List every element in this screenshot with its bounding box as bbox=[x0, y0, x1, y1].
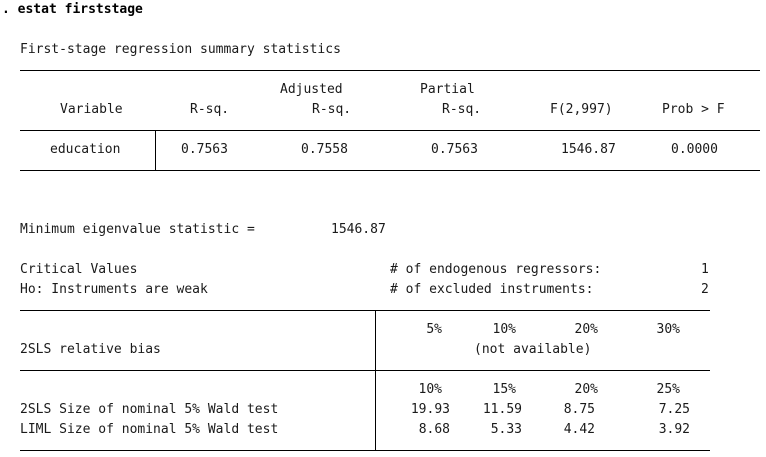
adjusted-rsq-header: R-sq. bbox=[312, 102, 352, 117]
critical-bottom-rule bbox=[20, 450, 710, 451]
size-liml-25: 3.92 bbox=[658, 422, 690, 437]
bias-header-10: 10% bbox=[492, 322, 516, 337]
excluded-instruments-value: 2 bbox=[701, 282, 709, 297]
size-2sls-25: 7.25 bbox=[658, 402, 690, 417]
partial-rsq-header: R-sq. bbox=[442, 102, 482, 117]
endogenous-regressors-label: # of endogenous regressors: bbox=[390, 262, 602, 277]
prob-f-header: Prob > F bbox=[662, 102, 725, 117]
row-f-stat: 1546.87 bbox=[561, 142, 616, 157]
excluded-instruments-label: # of excluded instruments: bbox=[390, 282, 594, 297]
size-2sls-20: 8.75 bbox=[563, 402, 595, 417]
critical-values-title: Critical Values bbox=[20, 262, 138, 277]
eigenvalue-value: 1546.87 bbox=[331, 222, 386, 237]
eigenvalue-label: Minimum eigenvalue statistic = bbox=[20, 222, 255, 237]
size-liml-20: 4.42 bbox=[563, 422, 595, 437]
bias-header-30: 30% bbox=[656, 322, 680, 337]
critical-column-divider bbox=[375, 310, 376, 451]
first-stage-title: First-stage regression summary statistic… bbox=[20, 42, 341, 57]
size-header-15: 15% bbox=[492, 382, 516, 397]
adjusted-header-top: Adjusted bbox=[280, 82, 343, 97]
size-2sls-10: 19.93 bbox=[410, 402, 450, 417]
variable-header: Variable bbox=[60, 102, 123, 117]
size-2sls-15: 11.59 bbox=[482, 402, 522, 417]
first-stage-header-rule bbox=[20, 130, 760, 131]
row-adjusted-rsq: 0.7558 bbox=[301, 142, 348, 157]
row-variable: education bbox=[50, 142, 121, 157]
row-prob-f: 0.0000 bbox=[671, 142, 718, 157]
row-rsq: 0.7563 bbox=[181, 142, 228, 157]
bias-header-20: 20% bbox=[574, 322, 598, 337]
size-liml-15: 5.33 bbox=[490, 422, 522, 437]
critical-top-rule bbox=[20, 310, 710, 311]
endogenous-regressors-value: 1 bbox=[701, 262, 709, 277]
bias-row-label: 2SLS relative bias bbox=[20, 342, 161, 357]
bias-header-5: 5% bbox=[426, 322, 442, 337]
size-row-label-2sls: 2SLS Size of nominal 5% Wald test bbox=[20, 402, 279, 417]
first-stage-column-divider bbox=[155, 130, 156, 170]
first-stage-top-rule bbox=[20, 70, 760, 71]
partial-header-top: Partial bbox=[420, 82, 475, 97]
critical-mid-rule bbox=[20, 370, 710, 371]
row-partial-rsq: 0.7563 bbox=[431, 142, 478, 157]
command-line: . estat firststage bbox=[2, 2, 143, 17]
size-row-label-liml: LIML Size of nominal 5% Wald test bbox=[20, 422, 279, 437]
size-header-10: 10% bbox=[418, 382, 442, 397]
first-stage-bottom-rule bbox=[20, 170, 760, 171]
h0-statement: Ho: Instruments are weak bbox=[20, 282, 208, 297]
size-header-25: 25% bbox=[656, 382, 680, 397]
size-header-20: 20% bbox=[574, 382, 598, 397]
bias-not-available: (not available) bbox=[474, 342, 592, 357]
size-liml-10: 8.68 bbox=[418, 422, 450, 437]
f-stat-header: F(2,997) bbox=[550, 102, 613, 117]
rsq-header: R-sq. bbox=[190, 102, 230, 117]
